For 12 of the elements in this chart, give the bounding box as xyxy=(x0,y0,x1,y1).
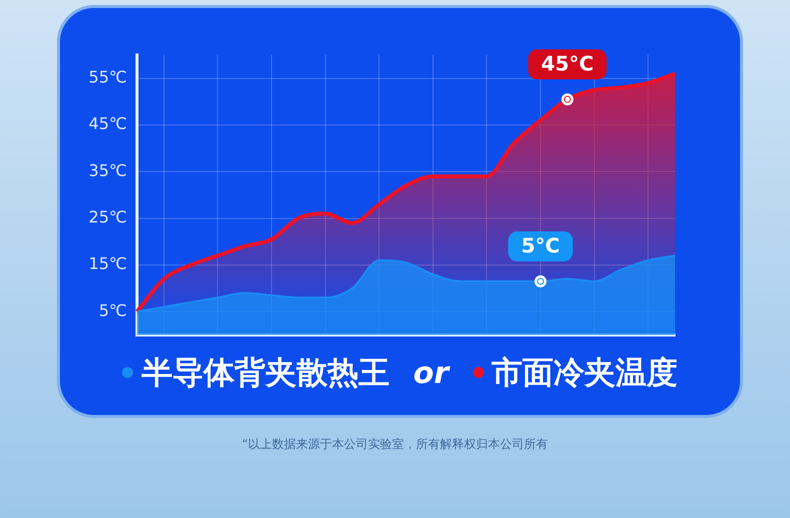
annotation: 45°C xyxy=(541,52,594,76)
y-tick-label: 35℃ xyxy=(88,160,127,180)
y-tick-label: 25℃ xyxy=(88,207,127,226)
text: or xyxy=(413,356,449,391)
y-tick-label: 45℃ xyxy=(88,114,127,134)
y-tick-label: 5℃ xyxy=(98,300,127,320)
legend-label: 半导体背夹散热王 xyxy=(140,355,390,391)
annotation: 5°C xyxy=(521,234,560,258)
legend-label: 市面冷夹温度 xyxy=(490,355,678,391)
text: “以上数据来源于本公司实验室，所有解释权归本公司所有 xyxy=(240,436,550,453)
y-tick-label: 15℃ xyxy=(88,254,127,274)
y-tick-label: 55℃ xyxy=(88,67,127,86)
